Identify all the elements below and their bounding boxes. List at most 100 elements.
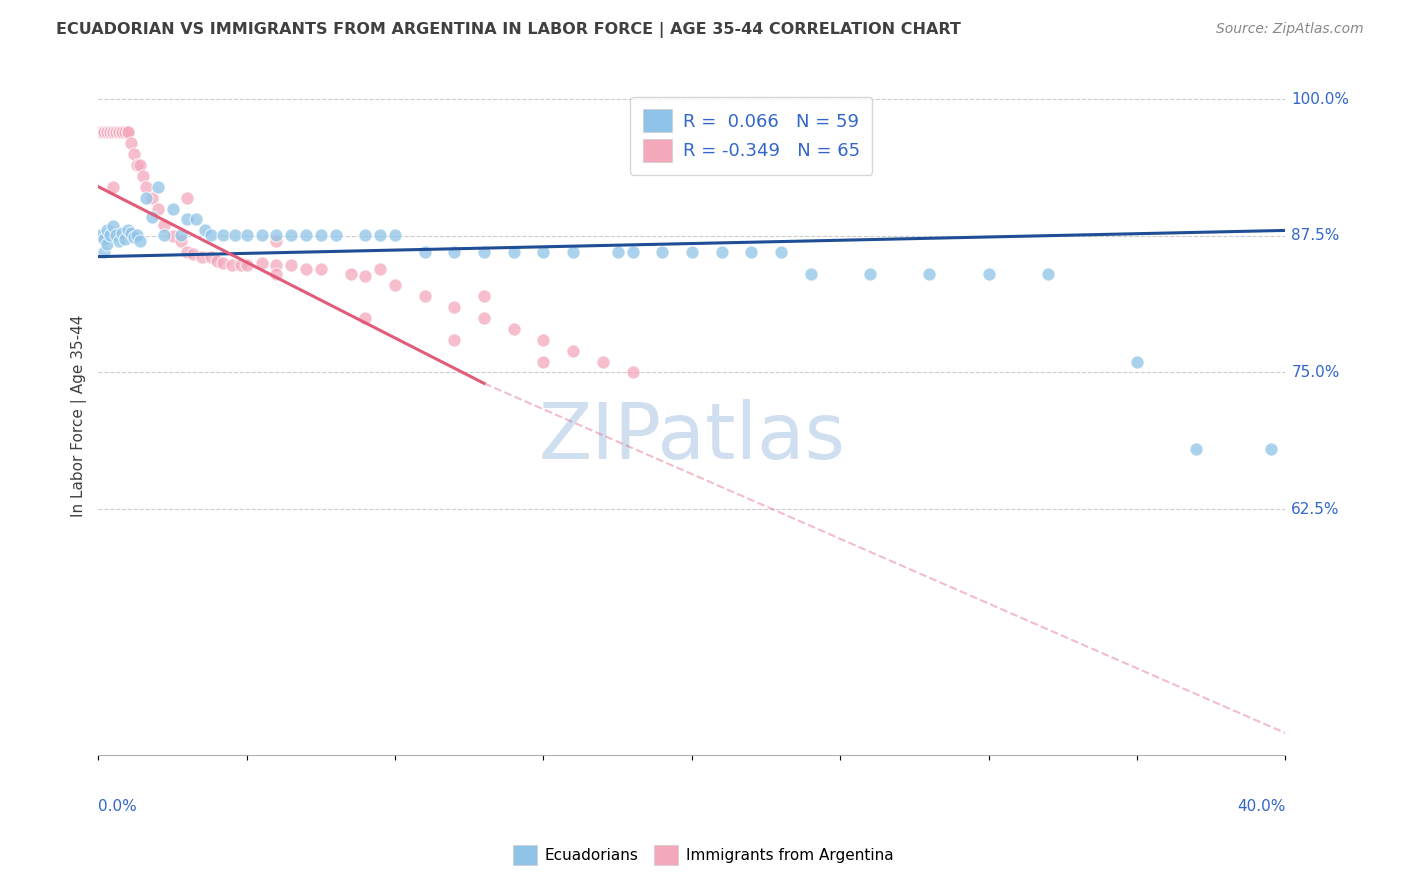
Point — [224, 227, 246, 242]
Point — [96, 125, 118, 139]
Point — [135, 179, 157, 194]
Point — [152, 218, 174, 232]
Point — [354, 269, 377, 284]
Point — [181, 247, 204, 261]
Point — [176, 245, 198, 260]
Point — [229, 259, 252, 273]
Point — [325, 227, 347, 242]
Point — [384, 227, 406, 242]
Point — [562, 245, 585, 260]
Point — [472, 245, 495, 260]
Legend: Ecuadorians, Immigrants from Argentina: Ecuadorians, Immigrants from Argentina — [506, 839, 900, 871]
Point — [93, 232, 115, 246]
Point — [295, 261, 318, 276]
Point — [103, 219, 125, 233]
Point — [740, 245, 762, 260]
Point — [266, 235, 288, 249]
Point — [186, 212, 208, 227]
Point — [111, 125, 134, 139]
Point — [266, 267, 288, 281]
Point — [710, 245, 733, 260]
Point — [502, 322, 524, 336]
Point — [384, 278, 406, 293]
Point — [108, 125, 131, 139]
Point — [368, 261, 391, 276]
Point — [170, 227, 193, 242]
Point — [125, 227, 148, 242]
Point — [266, 259, 288, 273]
Point — [162, 228, 184, 243]
Point — [221, 259, 243, 273]
Text: 62.5%: 62.5% — [1291, 501, 1340, 516]
Point — [205, 254, 228, 268]
Point — [98, 227, 121, 242]
Point — [413, 289, 436, 303]
Point — [117, 223, 139, 237]
Point — [339, 267, 361, 281]
Point — [90, 227, 112, 242]
Point — [103, 179, 125, 194]
Point — [1126, 354, 1149, 368]
Point — [200, 227, 222, 242]
Point — [93, 125, 115, 139]
Point — [135, 191, 157, 205]
Point — [96, 223, 118, 237]
Point — [235, 259, 257, 273]
Point — [132, 169, 155, 183]
Point — [93, 125, 115, 139]
Point — [235, 227, 257, 242]
Point — [122, 147, 145, 161]
Point — [533, 245, 555, 260]
Point — [103, 125, 125, 139]
Point — [1260, 442, 1282, 456]
Point — [117, 125, 139, 139]
Point — [280, 227, 302, 242]
Point — [90, 125, 112, 139]
Point — [98, 125, 121, 139]
Point — [212, 227, 235, 242]
Point — [769, 245, 792, 260]
Point — [977, 267, 1000, 281]
Point — [105, 227, 128, 242]
Point — [280, 259, 302, 273]
Y-axis label: In Labor Force | Age 35-44: In Labor Force | Age 35-44 — [72, 315, 87, 517]
Point — [105, 125, 128, 139]
Point — [472, 289, 495, 303]
Point — [125, 158, 148, 172]
Point — [162, 202, 184, 216]
Point — [108, 235, 131, 249]
Text: Source: ZipAtlas.com: Source: ZipAtlas.com — [1216, 22, 1364, 37]
Point — [152, 227, 174, 242]
Point — [105, 125, 128, 139]
Point — [621, 366, 644, 380]
Point — [108, 125, 131, 139]
Point — [103, 125, 125, 139]
Point — [443, 245, 465, 260]
Point — [592, 354, 614, 368]
Text: 100.0%: 100.0% — [1291, 92, 1350, 107]
Point — [96, 125, 118, 139]
Point — [117, 125, 139, 139]
Point — [93, 245, 115, 260]
Point — [1036, 267, 1059, 281]
Point — [295, 227, 318, 242]
Point — [212, 256, 235, 270]
Point — [413, 245, 436, 260]
Point — [98, 125, 121, 139]
Point — [141, 191, 163, 205]
Point — [266, 227, 288, 242]
Text: 87.5%: 87.5% — [1291, 228, 1340, 244]
Point — [111, 125, 134, 139]
Point — [621, 245, 644, 260]
Point — [606, 245, 628, 260]
Point — [250, 256, 273, 270]
Text: 0.0%: 0.0% — [98, 799, 138, 814]
Point — [533, 333, 555, 347]
Point — [681, 245, 703, 260]
Point — [128, 158, 150, 172]
Point — [141, 211, 163, 225]
Point — [502, 245, 524, 260]
Point — [354, 310, 377, 325]
Point — [93, 125, 115, 139]
Point — [443, 333, 465, 347]
